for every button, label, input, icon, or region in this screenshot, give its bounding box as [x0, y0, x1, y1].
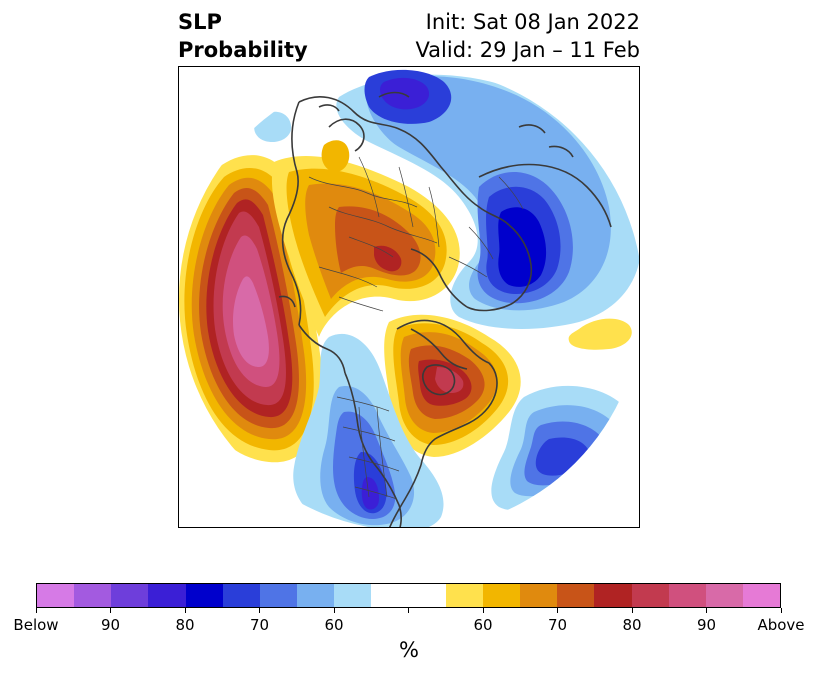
siberia-low-anomaly	[254, 69, 639, 329]
colorbar-tick-mark	[408, 608, 409, 613]
colorbar-segment	[742, 584, 781, 607]
colorbar-segment	[594, 584, 632, 607]
colorbar-tick-mark	[557, 608, 558, 613]
colorbar-segment	[482, 584, 521, 607]
colorbar-tick-label: 70	[547, 616, 568, 634]
title-line-2: Probability	[178, 38, 308, 62]
colorbar-tick-mark	[482, 608, 484, 613]
political-borders	[308, 156, 524, 500]
colorbar-tick-mark	[110, 608, 111, 613]
colorbar-segment	[185, 584, 223, 607]
valid-range: Valid: 29 Jan – 11 Feb	[415, 38, 640, 62]
colorbar-segment	[445, 584, 483, 607]
colorbar-segment	[222, 584, 260, 607]
coastlines	[278, 91, 612, 527]
north-america-low-anomaly	[293, 333, 444, 527]
colorbar-tick-label: 70	[249, 616, 270, 634]
colorbar-segment	[111, 584, 149, 607]
atlantic-high-anomaly	[384, 314, 521, 457]
colorbar-tick-mark	[35, 608, 37, 613]
colorbar-segment	[297, 584, 335, 607]
colorbar-tick-label: 80	[175, 616, 195, 634]
colorbar-segment	[520, 584, 558, 607]
colorbar-tick-label: 80	[622, 616, 642, 634]
colorbar-tick-label: 60	[473, 616, 493, 634]
colorbar-segment	[668, 584, 706, 607]
colorbar-segment	[557, 584, 595, 607]
colorbar-tick-label: 90	[100, 616, 121, 634]
eurasia-high-anomaly	[271, 140, 460, 337]
pacific-high-anomaly	[179, 155, 323, 463]
colorbar-segment	[37, 584, 75, 607]
colorbar	[36, 583, 781, 608]
init-date: Init: Sat 08 Jan 2022	[425, 10, 640, 34]
title-line-1: SLP	[178, 10, 222, 34]
colorbar-tick-mark	[259, 608, 260, 613]
date-info: Init: Sat 08 Jan 2022 Valid: 29 Jan – 11…	[415, 8, 640, 64]
colorbar-segment	[334, 584, 372, 607]
colorbar-segment	[259, 584, 298, 607]
probability-map	[179, 67, 639, 527]
colorbar-segment	[371, 584, 409, 607]
colorbar-tick-mark	[631, 608, 633, 613]
colorbar-tick-label: Above	[757, 616, 805, 634]
colorbar-tick-mark	[333, 608, 335, 613]
colorbar-segment	[631, 584, 669, 607]
colorbar-tick-mark	[780, 608, 782, 613]
colorbar-segment	[148, 584, 186, 607]
colorbar-tick-mark	[184, 608, 186, 613]
colorbar-segment	[74, 584, 112, 607]
colorbar-tick-label: Below	[13, 616, 59, 634]
map-title: SLP Probability	[178, 8, 308, 64]
colorbar-tick-mark	[706, 608, 707, 613]
map-panel	[178, 66, 640, 528]
east-high-patch	[568, 318, 632, 350]
colorbar-segment	[408, 584, 446, 607]
colorbar-tick-label: 60	[324, 616, 344, 634]
colorbar-segment	[705, 584, 743, 607]
colorbar-tick-label: 90	[696, 616, 717, 634]
colorbar-unit: %	[399, 638, 419, 662]
